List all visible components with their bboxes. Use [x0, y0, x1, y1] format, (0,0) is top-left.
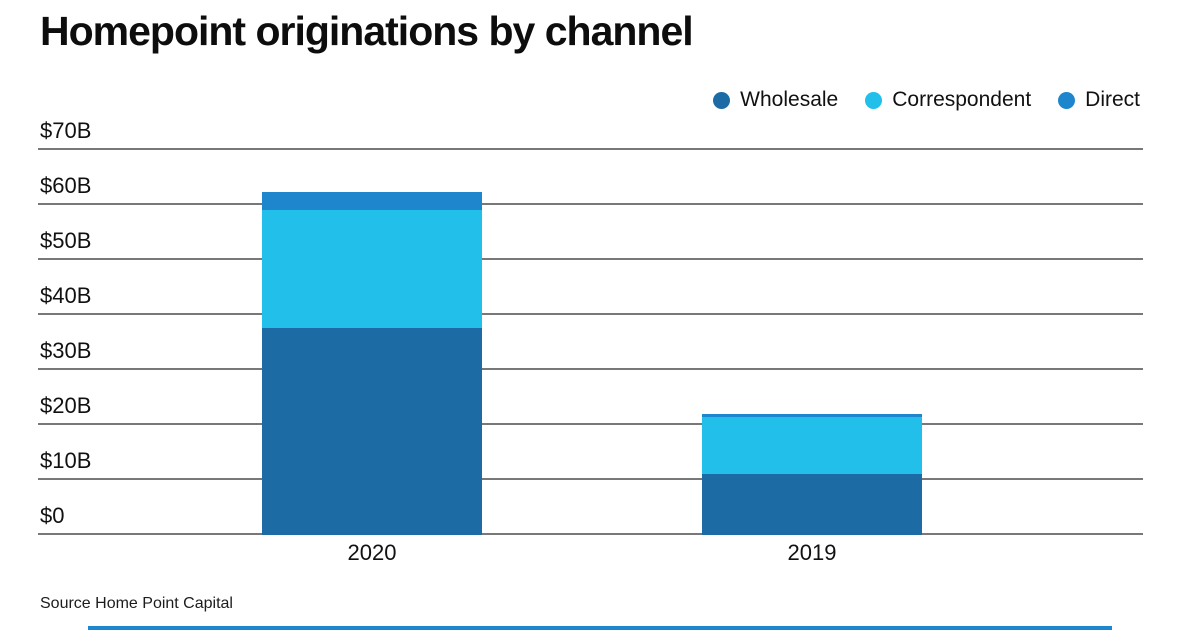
bar-segment-2019-correspondent — [702, 416, 922, 474]
bar-segment-2020-correspondent — [262, 209, 482, 329]
y-gridline — [38, 423, 1143, 425]
legend-dot-icon — [713, 91, 731, 109]
legend-dot-icon — [1058, 91, 1076, 109]
legend-item-direct: Direct — [1058, 88, 1140, 112]
y-tick-label: $40B — [40, 283, 92, 308]
bar-segment-2020-wholesale — [262, 328, 482, 535]
y-tick-label: $30B — [40, 338, 92, 363]
legend-item-correspondent: Correspondent — [865, 88, 1031, 112]
legend-label: Correspondent — [892, 88, 1032, 111]
source-credit: Source Home Point Capital — [40, 595, 233, 612]
y-tick-label: $60B — [40, 173, 92, 198]
y-gridline — [38, 368, 1143, 370]
y-gridline — [38, 313, 1143, 315]
legend: Wholesale Correspondent Direct — [713, 85, 1140, 115]
legend-label: Direct — [1085, 88, 1140, 111]
y-gridline — [38, 148, 1143, 150]
legend-dot-icon — [865, 91, 883, 109]
legend-label: Wholesale — [740, 88, 839, 111]
y-gridline — [38, 533, 1143, 535]
y-tick-label: $0 — [40, 503, 65, 528]
bar-segment-2019-direct — [702, 414, 922, 417]
bar-segment-2019-wholesale — [702, 473, 922, 535]
y-tick-label: $50B — [40, 228, 92, 253]
y-tick-label: $20B — [40, 393, 92, 418]
chart-title: Homepoint originations by channel — [40, 8, 694, 54]
y-tick-label: $70B — [40, 118, 92, 143]
y-tick-label: $10B — [40, 448, 92, 473]
x-category-label: 2020 — [347, 540, 397, 565]
bottom-accent-bar — [88, 626, 1112, 630]
y-gridline — [38, 478, 1143, 480]
x-category-label: 2019 — [787, 540, 837, 565]
y-gridline — [38, 258, 1143, 260]
legend-item-wholesale: Wholesale — [713, 88, 838, 112]
bar-segment-2020-direct — [262, 191, 482, 210]
y-gridline — [38, 203, 1143, 205]
